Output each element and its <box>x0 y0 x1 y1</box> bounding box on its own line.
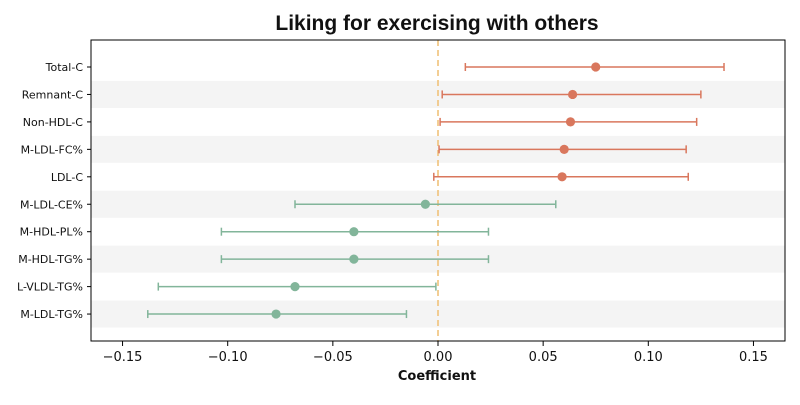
point-estimate <box>557 172 567 182</box>
point-estimate <box>591 62 601 72</box>
point-estimate <box>349 227 359 237</box>
x-tick-label: −0.05 <box>313 350 353 365</box>
point-estimate <box>271 309 281 319</box>
estimate-row <box>438 144 687 154</box>
x-tick-label: −0.10 <box>208 350 248 365</box>
x-tick-label: 0.10 <box>634 350 663 365</box>
x-tick-label: 0.15 <box>739 350 768 365</box>
x-tick-label: 0.00 <box>424 350 453 365</box>
x-tick-label: −0.15 <box>103 350 143 365</box>
chart-title: Liking for exercising with others <box>275 12 598 35</box>
point-estimate <box>559 144 569 154</box>
y-axis-ticks: Total-C Remnant-C Non-HDL-C M-LDL-FC% LDL-C M… <box>17 61 91 321</box>
y-tick-label: M-LDL-TG% <box>20 308 83 321</box>
y-tick-label: M-LDL-FC% <box>21 143 83 156</box>
x-axis-ticks: −0.15 −0.10 −0.05 0.00 0.05 0.10 0.15 <box>103 341 768 365</box>
y-tick-label: Total-C <box>45 61 84 74</box>
estimate-row <box>439 117 698 127</box>
estimate-row <box>433 172 690 182</box>
y-tick-label: L-VLDL-TG% <box>17 281 83 294</box>
y-tick-label: Non-HDL-C <box>23 116 84 129</box>
y-tick-label: LDL-C <box>51 171 84 184</box>
y-tick-label: M-HDL-TG% <box>18 253 83 266</box>
x-tick-label: 0.05 <box>529 350 558 365</box>
y-tick-label: Remnant-C <box>22 88 84 101</box>
estimate-row <box>220 227 490 237</box>
estimate-row <box>294 199 557 209</box>
x-axis-label: Coefficient <box>398 369 476 384</box>
point-estimate <box>290 282 300 292</box>
chart-marks <box>147 62 725 319</box>
point-estimate <box>420 199 430 209</box>
estimate-row <box>220 254 490 264</box>
estimate-row <box>441 89 702 100</box>
point-estimate <box>349 254 359 264</box>
y-tick-label: M-HDL-PL% <box>20 226 83 239</box>
estimate-row <box>147 309 408 319</box>
point-estimate <box>567 89 578 100</box>
y-tick-label: M-LDL-CE% <box>20 198 83 211</box>
estimate-row <box>464 62 725 72</box>
estimate-row <box>157 282 437 292</box>
point-estimate <box>565 117 576 127</box>
